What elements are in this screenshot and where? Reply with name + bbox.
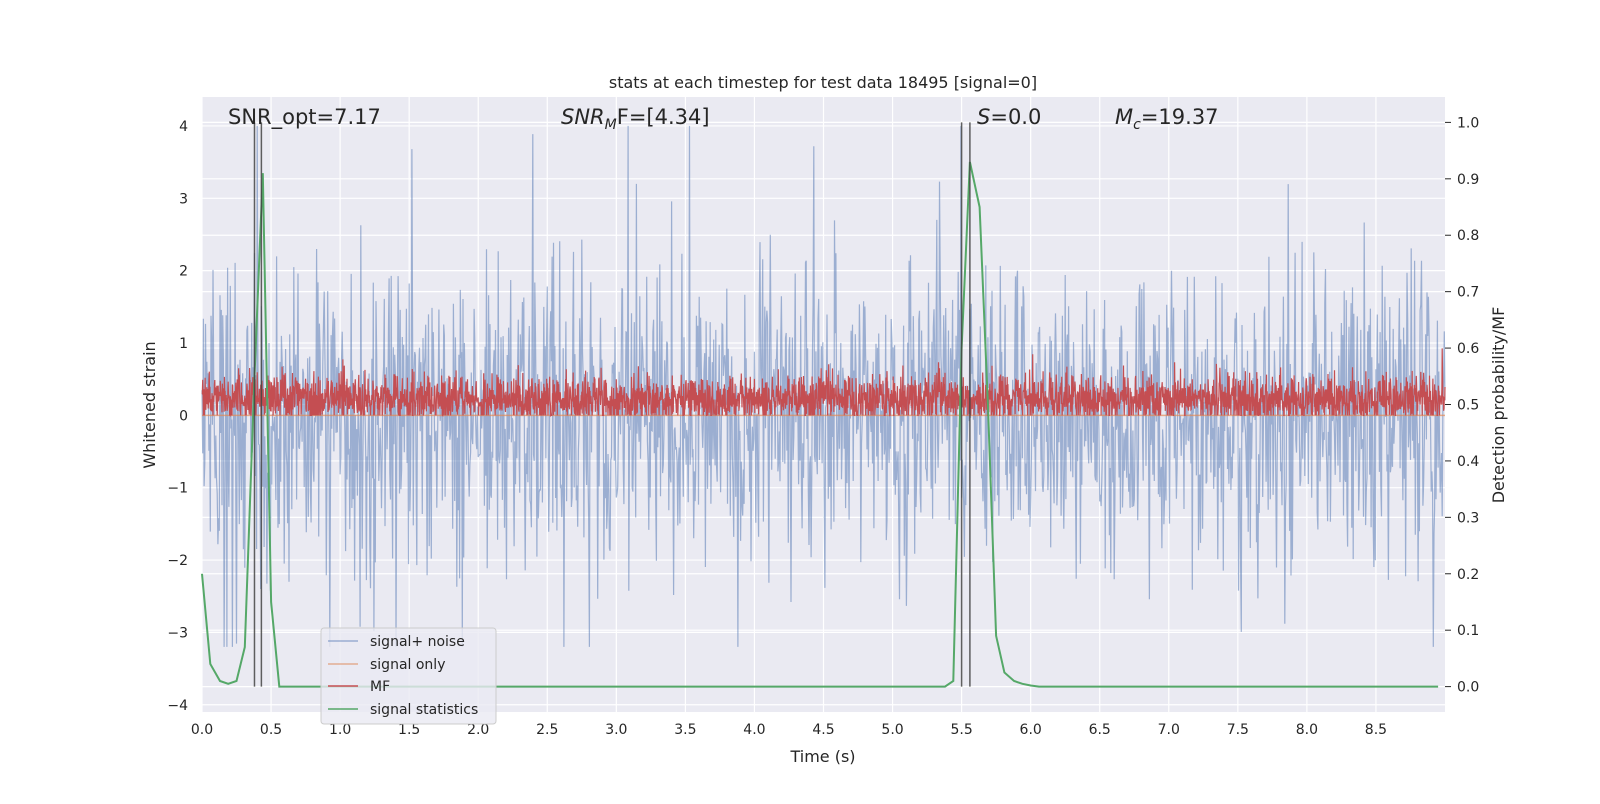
legend-label-signal-statistics: signal statistics bbox=[370, 702, 478, 718]
series-line-signal-noise bbox=[201, 125, 1446, 647]
y-right-tick-label: 0.0 bbox=[1457, 680, 1479, 696]
y-right-tick-label: 0.6 bbox=[1457, 341, 1479, 357]
x-tick-label: 1.5 bbox=[398, 722, 420, 738]
x-axis-label: Time (s) bbox=[789, 747, 855, 766]
y-left-tick-label: 3 bbox=[179, 191, 188, 207]
annotation-snr-opt: SNR_opt=7.17 bbox=[228, 105, 381, 130]
x-tick-label: 7.5 bbox=[1227, 722, 1249, 738]
series-line-signal-statistics bbox=[201, 161, 1439, 688]
y-right-tick-label: 0.4 bbox=[1457, 454, 1479, 470]
annotation-mc-prefix: M bbox=[1115, 105, 1133, 129]
y-right-tick-label: 1.0 bbox=[1457, 115, 1479, 131]
y-left-tick-label: −1 bbox=[167, 481, 188, 497]
y-right-tick-label: 0.8 bbox=[1457, 228, 1479, 244]
series-layer bbox=[201, 125, 1446, 688]
annotation-s-prefix: S bbox=[977, 105, 990, 129]
x-tick-label: 3.5 bbox=[674, 722, 696, 738]
y-right-tick-label: 0.2 bbox=[1457, 567, 1479, 583]
x-tick-label: 3.0 bbox=[605, 722, 627, 738]
y-left-tick-label: −2 bbox=[167, 553, 188, 569]
x-tick-label: 4.0 bbox=[743, 722, 765, 738]
x-tick-label: 6.0 bbox=[1020, 722, 1042, 738]
x-tick-label: 0.0 bbox=[191, 722, 213, 738]
y-left-tick-label: −3 bbox=[167, 625, 188, 641]
y-axis-label-right: Detection probability/MF bbox=[1489, 307, 1508, 504]
y-right-tick-label: 0.5 bbox=[1457, 398, 1479, 414]
x-tick-label: 7.0 bbox=[1158, 722, 1180, 738]
y-left-tick-label: 4 bbox=[179, 119, 188, 135]
x-tick-label: 6.5 bbox=[1089, 722, 1111, 738]
x-tick-label: 8.0 bbox=[1296, 722, 1318, 738]
x-tick-label: 4.5 bbox=[812, 722, 834, 738]
legend-label-signal-noise: signal+ noise bbox=[370, 634, 465, 650]
legend-label-mf: MF bbox=[370, 679, 390, 695]
annotation-s: S=0.0 bbox=[977, 105, 1041, 129]
x-tick-label: 5.5 bbox=[950, 722, 972, 738]
x-tick-label: 2.0 bbox=[467, 722, 489, 738]
annotation-mc-suffix: =19.37 bbox=[1141, 105, 1219, 129]
legend-label-signal-only: signal only bbox=[370, 657, 445, 673]
x-tick-label: 5.0 bbox=[881, 722, 903, 738]
x-tick-label: 1.0 bbox=[329, 722, 351, 738]
annotation-snr-mf-sub: M bbox=[605, 117, 617, 133]
y-left-tick-label: 0 bbox=[179, 408, 188, 424]
legend-box bbox=[320, 627, 497, 725]
annotation-mc-sub: c bbox=[1133, 117, 1141, 133]
x-tick-label: 8.5 bbox=[1365, 722, 1387, 738]
annotation-snr-mf-prefix: SNR bbox=[561, 105, 605, 129]
y-right-tick-label: 0.3 bbox=[1457, 510, 1479, 526]
x-tick-label: 0.5 bbox=[260, 722, 282, 738]
y-right-tick-label: 0.9 bbox=[1457, 172, 1479, 188]
x-tick-label: 2.5 bbox=[536, 722, 558, 738]
vertical-markers bbox=[253, 122, 971, 687]
y-left-tick-label: 1 bbox=[179, 336, 188, 352]
axes: 0.0 0.5 1.0 1.5 2.0 2.5 3.0 3.5 4.0 4.5 5.0 5.5 6.0 6… bbox=[167, 115, 1479, 738]
y-left-tick-label: 2 bbox=[179, 264, 188, 280]
annotation-mc: Mc=19.37 bbox=[1115, 105, 1219, 133]
annotation-snr-mf: SNRMF=[4.34] bbox=[561, 105, 710, 133]
y-left-tick-label: −4 bbox=[167, 698, 188, 714]
y-axis-label-left: Whitened strain bbox=[140, 341, 159, 468]
legend: signal+ noise signal only MF signal stat… bbox=[320, 627, 497, 725]
y-right-tick-label: 0.1 bbox=[1457, 623, 1479, 639]
y-right-tick-label: 0.7 bbox=[1457, 285, 1479, 301]
annotation-s-suffix: =0.0 bbox=[990, 105, 1041, 129]
series-line-mf bbox=[201, 348, 1446, 418]
annotation-snr-mf-suffix: F=[4.34] bbox=[617, 105, 710, 129]
chart-title: stats at each timestep for test data 184… bbox=[609, 73, 1037, 92]
